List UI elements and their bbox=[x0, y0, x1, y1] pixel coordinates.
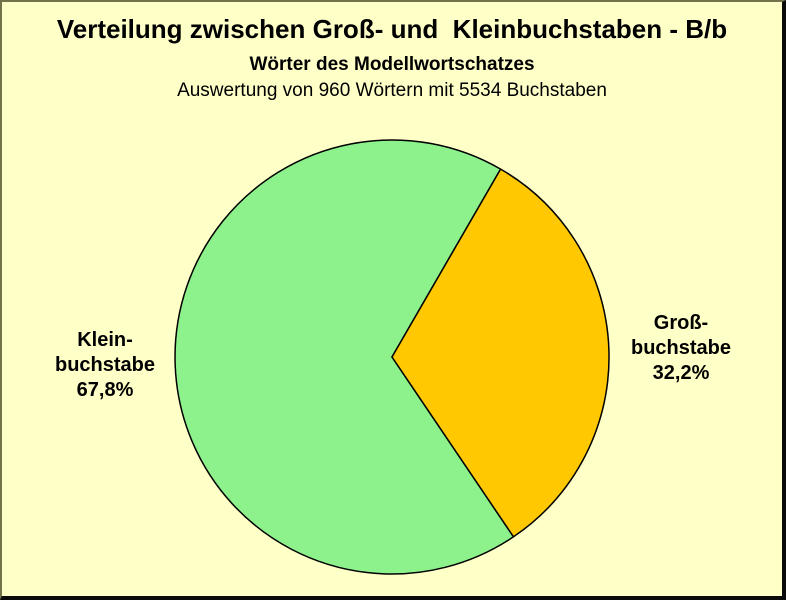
chart-subtitle: Wörter des Modellwortschatzes bbox=[249, 54, 535, 75]
slice-label-grossbuchstabe: Groß- buchstabe 32,2% bbox=[630, 312, 732, 384]
pie-slice-kleinbuchstabe bbox=[174, 139, 515, 575]
chart-header: Verteilung zwischen Groß- und Kleinbuchs… bbox=[2, 14, 782, 102]
pie-slice-grossbuchstabe bbox=[391, 168, 610, 538]
chart-note: Auswertung von 960 Wörtern mit 5534 Buch… bbox=[177, 80, 607, 101]
slice-label-kleinbuchstabe: Klein- buchstabe 67,8% bbox=[54, 329, 156, 401]
chart-title: Verteilung zwischen Groß- und Kleinbuchs… bbox=[56, 14, 728, 44]
